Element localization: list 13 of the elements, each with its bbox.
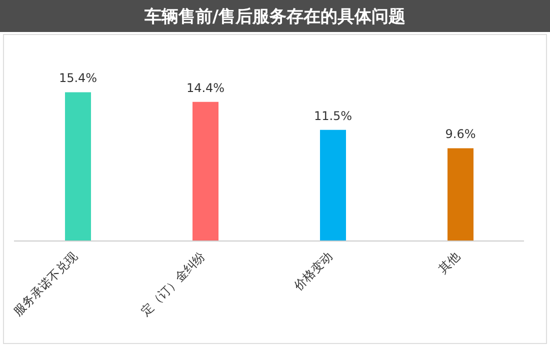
bar [448, 148, 474, 241]
bar [192, 102, 218, 241]
data-label: 15.4% [58, 71, 98, 86]
data-label: 9.6% [445, 127, 476, 142]
bar [65, 92, 91, 241]
chart-title: 车辆售前/售后服务存在的具体问题 [0, 0, 550, 32]
x-tick-label: 定（订）金纠纷 [138, 249, 208, 319]
x-tick-label: 服务承诺不兑现 [10, 249, 80, 319]
bar [320, 130, 346, 241]
x-tick-label: 价格变动 [290, 249, 335, 294]
data-label: 14.4% [186, 80, 225, 95]
x-tick-label: 其他 [436, 249, 462, 276]
data-label: 11.5% [314, 108, 352, 123]
